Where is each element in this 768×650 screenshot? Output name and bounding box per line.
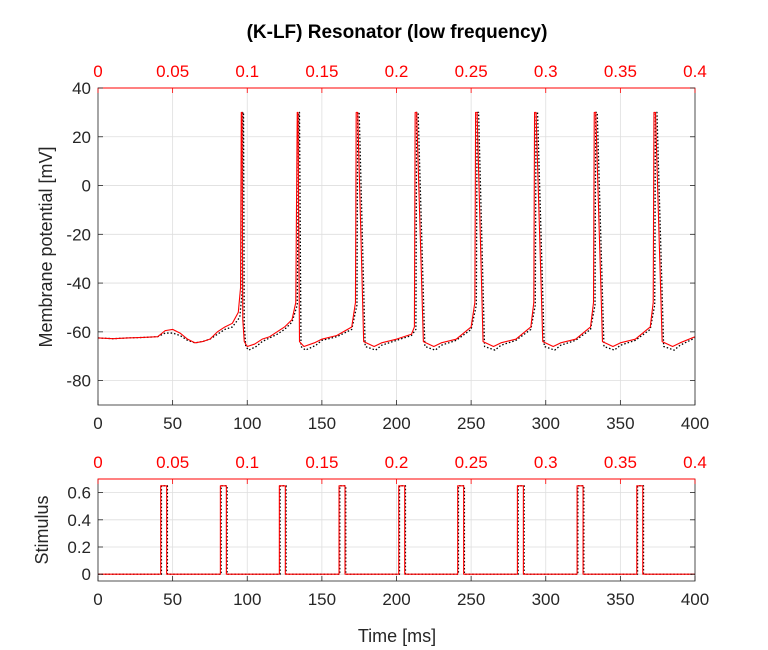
stimulus-panel: 0 50 100 150 200 250 300 350 400 0 0.05 0.1 0.15 0.2 0… <box>32 453 709 646</box>
y-tick-label: 40 <box>72 79 91 98</box>
x-tick-label: 150 <box>308 590 336 609</box>
y-tick-label: 0.6 <box>67 484 91 503</box>
y-tick-label: -20 <box>66 225 91 244</box>
x-tick-label: 100 <box>233 590 261 609</box>
top-tick-label: 0.2 <box>385 62 409 81</box>
x-tick-label: 100 <box>233 414 261 433</box>
x-tick-label: 400 <box>681 414 709 433</box>
x-tick-label: 250 <box>457 414 485 433</box>
x-tick-label: 50 <box>163 590 182 609</box>
x-tick-label: 350 <box>606 414 634 433</box>
top-tick-label: 0.25 <box>455 62 488 81</box>
x-axis-label: Time [ms] <box>358 626 436 646</box>
x-tick-label: 50 <box>163 414 182 433</box>
top-tick-label: 0 <box>93 62 102 81</box>
y-tick-label: -40 <box>66 274 91 293</box>
y-tick-label: -60 <box>66 323 91 342</box>
x-tick-label: 200 <box>382 590 410 609</box>
series-line-black-dotted <box>97 111 696 351</box>
y-axis-label-membrane: Membrane potential [mV] <box>36 146 56 347</box>
y-tick-label: 0 <box>82 177 91 196</box>
series-membrane <box>97 111 696 351</box>
y-tick-label: 0 <box>82 565 91 584</box>
x-tick-label: 350 <box>606 590 634 609</box>
x-tick-label: 300 <box>532 414 560 433</box>
series-line-red-solid <box>98 485 695 575</box>
x-tick-label: 200 <box>382 414 410 433</box>
y-tick-label: 0.2 <box>67 538 91 557</box>
top-tick-label: 0.15 <box>305 453 338 472</box>
top-tick-label: 0.4 <box>683 453 707 472</box>
x-tick-label: 0 <box>93 414 102 433</box>
chart-title: (K-LF) Resonator (low frequency) <box>247 22 548 43</box>
top-tick-label: 0.4 <box>683 62 707 81</box>
grid-membrane <box>97 87 696 405</box>
top-tick-label: 0.25 <box>455 453 488 472</box>
top-tick-label: 0 <box>93 453 102 472</box>
top-tick-label: 0.15 <box>305 62 338 81</box>
x-tick-label: 150 <box>308 414 336 433</box>
series-line-red-solid <box>97 111 696 348</box>
x-tick-label: 400 <box>681 590 709 609</box>
top-tick-label: 0.3 <box>534 62 558 81</box>
y-tick-label: 0.4 <box>67 511 91 530</box>
top-tick-label: 0.35 <box>604 453 637 472</box>
x-tick-label: 300 <box>532 590 560 609</box>
top-tick-label: 0.05 <box>156 62 189 81</box>
y-tick-label: -80 <box>66 372 91 391</box>
x-tick-label: 0 <box>93 590 102 609</box>
top-tick-label: 0.2 <box>385 453 409 472</box>
top-tick-label: 0.1 <box>235 62 259 81</box>
series-stimulus <box>98 485 695 575</box>
ticks-stimulus: 0 50 100 150 200 250 300 350 400 0 0.05 0.1 0.15 0.2 0… <box>67 453 709 609</box>
x-tick-label: 250 <box>457 590 485 609</box>
y-tick-label: 20 <box>72 128 91 147</box>
top-tick-label: 0.3 <box>534 453 558 472</box>
top-tick-label: 0.35 <box>604 62 637 81</box>
top-tick-label: 0.05 <box>156 453 189 472</box>
top-tick-label: 0.1 <box>235 453 259 472</box>
y-axis-label-stimulus: Stimulus <box>32 495 52 564</box>
